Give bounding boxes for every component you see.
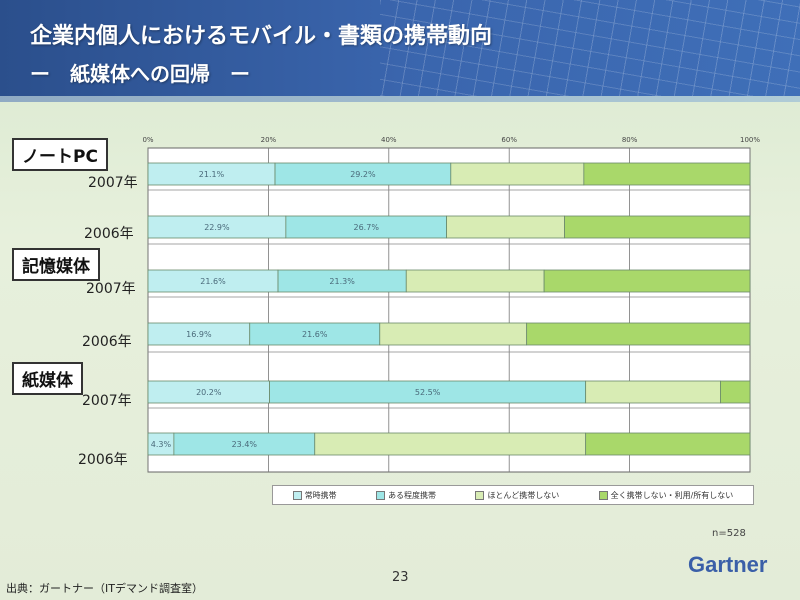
data-label: 22.9%: [204, 223, 230, 232]
x-tick-label: 60%: [501, 136, 517, 144]
x-tick-label: 80%: [622, 136, 638, 144]
x-tick-label: 20%: [261, 136, 277, 144]
legend-item: ほとんど携帯しない: [475, 490, 559, 501]
page-number: 23: [392, 570, 409, 585]
bar-segment: [314, 432, 587, 456]
bar-segment: [450, 162, 585, 186]
bar-segment: [585, 432, 751, 456]
legend-item: 常時携帯: [292, 490, 337, 501]
header-band: [0, 96, 800, 102]
data-label: 21.6%: [302, 330, 328, 339]
plot-area: [147, 147, 751, 473]
legend-label: 常時携帯: [304, 490, 337, 500]
data-label: 21.3%: [329, 277, 355, 286]
gartner-logo: Gartner: [688, 552, 768, 577]
data-label: 4.3%: [151, 440, 172, 449]
header-decoration: [380, 0, 800, 96]
source-note: 出典：ガートナー（ITデマンド調査室）: [6, 582, 203, 595]
data-label: 16.9%: [186, 330, 212, 339]
year-label: 2007年: [88, 175, 138, 191]
legend-swatch: [292, 490, 302, 500]
category-label-paper: 紙媒体: [12, 362, 83, 395]
data-label: 21.6%: [200, 277, 226, 286]
bar-segment: [564, 215, 751, 239]
year-label: 2006年: [78, 452, 128, 468]
x-tick-label: 100%: [740, 136, 760, 144]
chart-legend: 常時携帯 ある程度携帯 ほとんど携帯しない 全く携帯しない・利用/所有しない: [272, 485, 754, 505]
data-label: 52.5%: [415, 388, 441, 397]
bar-segment: [720, 380, 751, 404]
year-label: 2007年: [86, 281, 136, 297]
year-label: 2006年: [84, 226, 134, 242]
bar-segment: [446, 215, 565, 239]
legend-item: ある程度携帯: [376, 490, 436, 501]
slide-title: 企業内個人におけるモバイル・書類の携帯動向: [30, 24, 493, 49]
sample-size-label: n=528: [712, 528, 746, 539]
x-tick-label: 40%: [381, 136, 397, 144]
slide-subtitle: ー 紙媒体への回帰 ー: [30, 62, 250, 86]
bar-segment: [583, 162, 751, 186]
bar-segment: [526, 322, 751, 346]
legend-label: 全く携帯しない・利用/所有しない: [610, 490, 734, 500]
slide-header: 企業内個人におけるモバイル・書類の携帯動向 ー 紙媒体への回帰 ー: [0, 0, 800, 96]
x-tick-label: 0%: [142, 136, 153, 144]
legend-item: 全く携帯しない・利用/所有しない: [598, 490, 734, 501]
legend-label: ほとんど携帯しない: [487, 490, 560, 500]
legend-swatch: [475, 490, 485, 500]
category-label-notepc: ノートPC: [12, 138, 108, 171]
data-label: 23.4%: [232, 440, 258, 449]
data-label: 29.2%: [350, 170, 376, 179]
bar-segment: [379, 322, 528, 346]
data-label: 26.7%: [354, 223, 380, 232]
category-label-storage: 記憶媒体: [12, 248, 100, 281]
data-label: 20.2%: [196, 388, 222, 397]
bar-segment: [543, 269, 751, 293]
legend-swatch: [598, 490, 608, 500]
year-label: 2006年: [82, 334, 132, 350]
bar-segment: [405, 269, 545, 293]
bar-segment: [585, 380, 721, 404]
legend-swatch: [376, 490, 386, 500]
legend-label: ある程度携帯: [388, 490, 437, 500]
data-label: 21.1%: [199, 170, 225, 179]
year-label: 2007年: [82, 393, 132, 409]
